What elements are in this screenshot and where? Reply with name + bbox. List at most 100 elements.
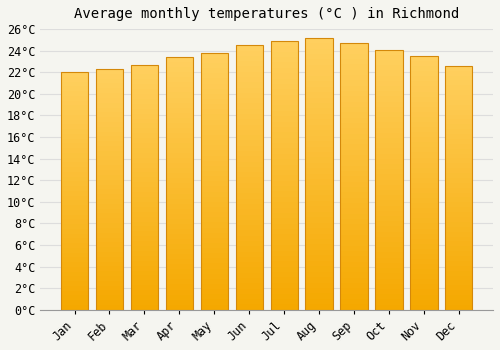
Bar — [270, 148, 298, 154]
Bar — [376, 299, 402, 304]
Bar — [131, 202, 158, 207]
Bar — [200, 197, 228, 202]
Bar — [270, 143, 298, 148]
Bar — [236, 220, 263, 225]
Bar — [445, 129, 472, 134]
Bar — [236, 45, 263, 310]
Bar — [445, 246, 472, 251]
Bar — [166, 77, 193, 82]
Bar — [270, 84, 298, 89]
Bar — [270, 62, 298, 68]
Bar — [270, 186, 298, 191]
Bar — [306, 190, 332, 195]
Bar — [445, 227, 472, 232]
Bar — [376, 195, 402, 201]
Bar — [270, 52, 298, 57]
Bar — [96, 209, 123, 214]
Bar — [270, 218, 298, 224]
Bar — [270, 304, 298, 310]
Bar — [96, 79, 123, 83]
Bar — [306, 158, 332, 163]
Bar — [166, 285, 193, 289]
Bar — [166, 158, 193, 163]
Bar — [306, 114, 332, 119]
Bar — [270, 164, 298, 170]
Bar — [236, 109, 263, 114]
Bar — [306, 299, 332, 304]
Bar — [61, 262, 88, 267]
Bar — [61, 177, 88, 182]
Bar — [410, 127, 438, 132]
Bar — [96, 305, 123, 310]
Bar — [200, 300, 228, 304]
Bar — [236, 252, 263, 257]
Bar — [410, 279, 438, 284]
Bar — [236, 82, 263, 88]
Bar — [166, 234, 193, 239]
Bar — [270, 73, 298, 78]
Bar — [96, 281, 123, 286]
Bar — [306, 206, 332, 212]
Bar — [340, 43, 367, 310]
Bar — [445, 66, 472, 71]
Bar — [96, 286, 123, 290]
Bar — [376, 252, 402, 258]
Bar — [376, 50, 402, 310]
Bar — [131, 207, 158, 212]
Bar — [236, 299, 263, 304]
Bar — [236, 88, 263, 93]
Bar — [96, 69, 123, 310]
Bar — [131, 70, 158, 75]
Bar — [200, 89, 228, 94]
Bar — [131, 114, 158, 119]
Bar — [340, 224, 367, 230]
Bar — [236, 151, 263, 156]
Bar — [306, 70, 332, 76]
Bar — [376, 226, 402, 232]
Bar — [236, 241, 263, 246]
Bar — [445, 76, 472, 80]
Bar — [96, 98, 123, 103]
Bar — [236, 162, 263, 167]
Bar — [306, 125, 332, 130]
Bar — [445, 256, 472, 261]
Bar — [200, 166, 228, 171]
Bar — [410, 153, 438, 158]
Bar — [200, 161, 228, 166]
Bar — [445, 261, 472, 266]
Bar — [410, 198, 438, 203]
Bar — [131, 295, 158, 300]
Bar — [96, 156, 123, 160]
Bar — [131, 285, 158, 290]
Bar — [96, 93, 123, 98]
Bar — [445, 139, 472, 144]
Bar — [306, 54, 332, 60]
Bar — [96, 276, 123, 281]
Bar — [410, 274, 438, 279]
Bar — [200, 114, 228, 120]
Bar — [236, 283, 263, 288]
Bar — [236, 262, 263, 267]
Bar — [340, 107, 367, 112]
Bar — [410, 213, 438, 218]
Bar — [166, 269, 193, 274]
Bar — [340, 86, 367, 91]
Bar — [96, 107, 123, 112]
Bar — [376, 190, 402, 195]
Bar — [410, 66, 438, 71]
Bar — [200, 238, 228, 243]
Bar — [340, 267, 367, 272]
Bar — [166, 249, 193, 254]
Bar — [306, 49, 332, 54]
Bar — [306, 244, 332, 250]
Bar — [131, 300, 158, 305]
Bar — [270, 202, 298, 208]
Bar — [340, 102, 367, 107]
Bar — [306, 60, 332, 65]
Bar — [270, 95, 298, 100]
Bar — [236, 273, 263, 278]
Bar — [340, 166, 367, 171]
Bar — [131, 148, 158, 153]
Bar — [166, 173, 193, 178]
Bar — [340, 80, 367, 86]
